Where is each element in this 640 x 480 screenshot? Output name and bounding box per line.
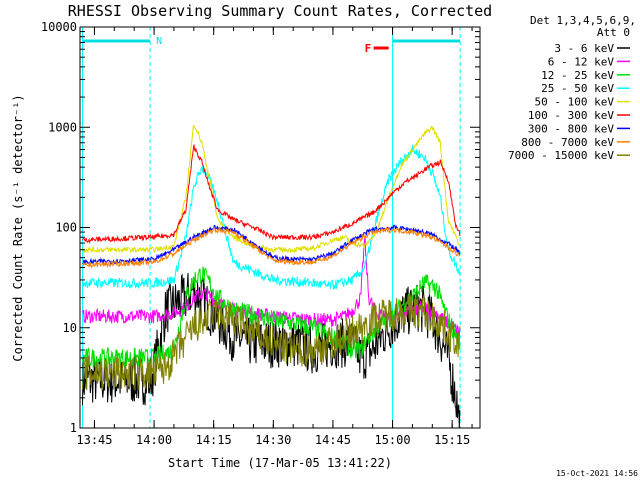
legend-entry-label: 7000 - 15000 keV bbox=[508, 149, 614, 162]
y-tick-label: 100 bbox=[55, 221, 77, 235]
legend-entry-label: 300 - 800 keV bbox=[528, 122, 614, 135]
x-axis: 13:45 14:00 14:15 14:30 14:45 15:00 15:15 bbox=[76, 27, 473, 447]
night-bar-label: N bbox=[156, 36, 162, 47]
x-tick-label: 14:45 bbox=[315, 433, 351, 447]
x-axis-label: Start Time (17-Mar-05 13:41:22) bbox=[168, 456, 392, 470]
series-line bbox=[82, 224, 461, 266]
series-line bbox=[82, 293, 461, 391]
y-axis-label: Corrected Count Rate (s⁻¹ detector⁻¹) bbox=[11, 94, 25, 361]
flare-flag-label: F bbox=[365, 42, 372, 55]
legend-entry-label: 25 - 50 keV bbox=[541, 82, 614, 95]
legend-header-line-1: Det 1,3,4,5,6,9, bbox=[530, 14, 636, 27]
x-tick-label: 13:45 bbox=[76, 433, 112, 447]
y-tick-label: 1000 bbox=[48, 120, 77, 134]
x-tick-label: 14:30 bbox=[255, 433, 291, 447]
x-tick-label: 15:15 bbox=[434, 433, 470, 447]
series-line bbox=[82, 125, 461, 254]
chart-title: RHESSI Observing Summary Count Rates, Co… bbox=[68, 2, 492, 20]
x-tick-label: 15:00 bbox=[374, 433, 410, 447]
y-tick-label: 10 bbox=[63, 321, 77, 335]
legend-header-line-2: Att 0 bbox=[597, 26, 630, 39]
legend-entry-label: 50 - 100 keV bbox=[535, 96, 615, 109]
series-line bbox=[82, 144, 461, 290]
plot-area: NF bbox=[82, 27, 461, 429]
y-axis: 1 10 100 1000 10000 bbox=[41, 20, 480, 435]
x-tick-label: 14:15 bbox=[196, 433, 232, 447]
legend-entry-label: 6 - 12 keV bbox=[548, 55, 615, 68]
series-line bbox=[82, 144, 461, 245]
timestamp: 15-Oct-2021 14:56 bbox=[556, 469, 638, 478]
x-tick-label: 14:00 bbox=[136, 433, 172, 447]
y-tick-label: 1 bbox=[70, 421, 77, 435]
legend-entry-label: 100 - 300 keV bbox=[528, 109, 614, 122]
series-line bbox=[82, 272, 461, 429]
legend-entry-label: 800 - 7000 keV bbox=[521, 136, 614, 149]
series-line bbox=[82, 226, 461, 269]
y-tick-label: 10000 bbox=[41, 20, 77, 34]
legend-entry-label: 3 - 6 keV bbox=[554, 42, 614, 55]
legend-entry-label: 12 - 25 keV bbox=[541, 69, 614, 82]
